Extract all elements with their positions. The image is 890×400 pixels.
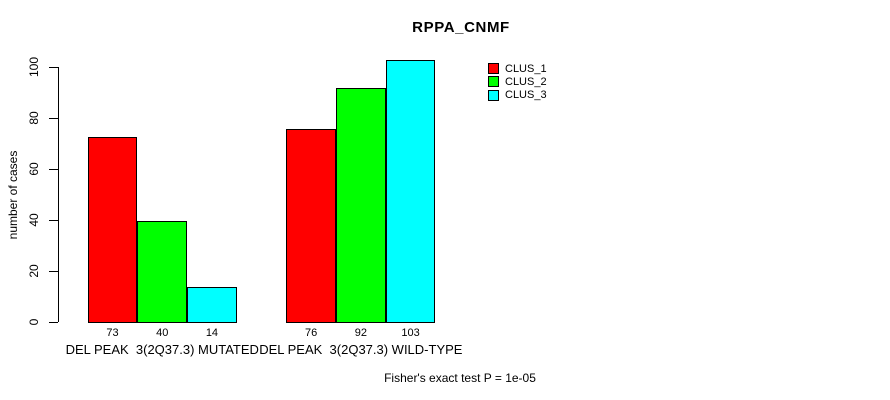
category-label: DEL PEAK 3(2Q37.3) MUTATED: [65, 342, 259, 357]
y-axis-tick-label: 0: [27, 318, 41, 326]
y-axis-tick-label: 80: [27, 111, 41, 125]
chart-title: RPPA_CNMF: [412, 19, 510, 36]
bar-clus_3: [385, 60, 436, 323]
y-axis-tick: [49, 118, 58, 119]
y-axis-tick-label: 20: [27, 264, 41, 278]
legend: CLUS_1 CLUS_2 CLUS_3: [488, 62, 547, 102]
y-axis-tick: [49, 220, 58, 221]
y-axis-tick-label: 100: [27, 56, 41, 78]
legend-label: CLUS_1: [505, 62, 547, 75]
y-axis-tick: [49, 67, 58, 68]
legend-swatch: [488, 89, 499, 101]
y-axis-title: number of cases: [6, 150, 20, 240]
category-label: DEL PEAK 3(2Q37.3) WILD-TYPE: [259, 342, 463, 357]
y-axis-tick: [49, 169, 58, 170]
y-axis-tick-label: 40: [27, 213, 41, 227]
legend-label: CLUS_2: [505, 75, 547, 88]
bar-clus_2: [336, 88, 386, 323]
legend-swatch: [488, 63, 499, 75]
y-axis-tick: [49, 322, 58, 323]
bar-value-label: 40: [156, 327, 169, 339]
bar-clus_1: [87, 136, 138, 323]
bar-clus_2: [137, 221, 188, 323]
legend-swatch: [488, 76, 499, 88]
legend-item-clus_1: CLUS_1: [488, 62, 547, 75]
legend-item-clus_2: CLUS_2: [488, 75, 547, 88]
bar-value-label: 92: [354, 327, 367, 339]
bar-value-label: 14: [205, 327, 219, 339]
bar-clus_1: [286, 129, 336, 323]
y-axis-tick: [49, 271, 58, 272]
legend-label: CLUS_3: [505, 89, 547, 102]
y-axis-line: [58, 67, 59, 322]
bar-clus_3: [187, 287, 237, 323]
stats-annotation: Fisher's exact test P = 1e-05: [384, 371, 536, 385]
bar-value-label: 76: [305, 327, 318, 339]
y-axis-tick-label: 60: [27, 162, 41, 176]
bar-value-label: 73: [106, 327, 119, 339]
bar-value-label: 103: [401, 327, 420, 339]
legend-item-clus_3: CLUS_3: [488, 89, 547, 102]
